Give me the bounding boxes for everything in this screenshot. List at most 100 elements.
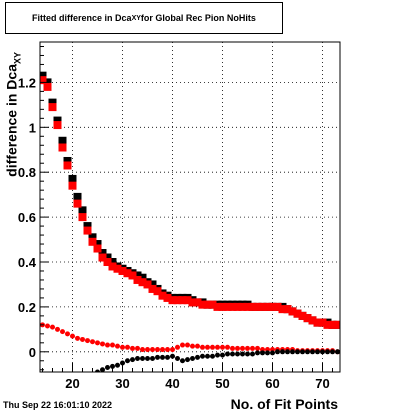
data-point-dot xyxy=(135,356,140,362)
data-point-dot xyxy=(140,347,145,353)
y-tick-label: 0 xyxy=(29,345,36,360)
data-point-square xyxy=(63,161,72,170)
data-point-square xyxy=(78,206,87,215)
data-point-dot xyxy=(325,349,330,355)
data-point-square xyxy=(213,302,222,311)
data-point-dot xyxy=(115,343,120,349)
data-point-dot xyxy=(110,342,115,348)
data-point-dot xyxy=(190,343,195,349)
data-point-dot xyxy=(240,345,245,351)
chart-title: Fitted difference in Dca XY for Global Re… xyxy=(5,2,283,34)
data-point-dot xyxy=(290,349,295,355)
data-point-dot xyxy=(255,345,260,351)
data-point-dot xyxy=(220,344,225,350)
data-point-square xyxy=(108,258,117,266)
data-point-dot xyxy=(80,336,85,342)
data-point-dot xyxy=(115,362,120,368)
data-point-square xyxy=(98,249,107,258)
data-point-square xyxy=(133,275,142,284)
data-point-square xyxy=(133,271,142,280)
title-subscript: XY xyxy=(131,14,141,22)
data-point-dot xyxy=(205,353,210,359)
data-point-square xyxy=(288,307,297,316)
data-point-square xyxy=(178,296,187,305)
x-axis-label: No. of Fit Points xyxy=(230,396,338,412)
data-point-square xyxy=(98,253,107,262)
x-tick-label: 70 xyxy=(315,376,329,391)
data-point-square xyxy=(203,300,212,309)
data-point-dot xyxy=(80,378,85,383)
y-axis-label: difference in DcaXY xyxy=(4,49,23,179)
data-point-dot xyxy=(125,358,130,364)
y-tick-label: 0.8 xyxy=(18,165,36,180)
data-point-square xyxy=(138,278,147,287)
data-point-dot xyxy=(165,354,170,360)
data-point-dot xyxy=(150,356,155,362)
data-point-dot xyxy=(215,344,220,350)
data-point-square xyxy=(68,174,77,183)
data-point-square xyxy=(228,302,237,311)
data-point-square xyxy=(153,287,162,296)
data-point-square xyxy=(238,302,247,311)
data-point-square xyxy=(78,213,87,222)
data-point-dot xyxy=(155,347,160,353)
data-point-dot xyxy=(170,347,175,353)
data-point-square xyxy=(58,136,67,145)
data-point-dot xyxy=(85,376,90,381)
data-point-square xyxy=(258,302,267,311)
data-point-dot xyxy=(225,351,230,357)
data-point-dot xyxy=(130,345,135,351)
x-tick-label: 50 xyxy=(215,376,229,391)
x-tick-label: 20 xyxy=(65,376,79,391)
data-point-dot xyxy=(225,344,230,350)
data-point-dot xyxy=(135,345,140,351)
data-point-square xyxy=(68,181,77,190)
data-point-square xyxy=(158,291,167,300)
data-point-dot xyxy=(130,357,135,363)
data-point-square xyxy=(273,302,282,311)
data-point-square xyxy=(303,314,312,323)
data-point-dot xyxy=(195,343,200,349)
data-point-dot xyxy=(70,333,75,339)
data-point-square xyxy=(168,296,177,305)
data-point-dot xyxy=(320,349,325,355)
data-point-square xyxy=(40,76,47,85)
data-point-square xyxy=(148,280,157,289)
data-point-dot xyxy=(45,323,50,329)
data-point-dot xyxy=(270,350,275,356)
data-point-dot xyxy=(335,349,340,355)
data-point-dot xyxy=(90,339,95,345)
y-tick-label: 0.2 xyxy=(18,300,36,315)
data-point-square xyxy=(308,316,317,325)
title-suffix: for Global Rec Pion NoHits xyxy=(140,13,256,23)
data-point-dot xyxy=(230,351,235,357)
x-tick-label: 30 xyxy=(115,376,129,391)
data-point-dot xyxy=(205,344,210,350)
data-point-dot xyxy=(145,347,150,353)
data-point-square xyxy=(113,264,122,273)
data-point-square xyxy=(103,258,112,266)
data-point-square xyxy=(223,302,232,311)
data-point-dot xyxy=(260,350,265,356)
data-point-square xyxy=(83,222,92,231)
data-point-dot xyxy=(105,342,110,348)
y-tick-label: 0.6 xyxy=(18,210,36,225)
data-point-dot xyxy=(145,356,150,362)
data-point-square xyxy=(58,143,67,152)
data-point-dot xyxy=(210,344,215,350)
data-point-square xyxy=(183,296,192,305)
timestamp: Thu Sep 22 16:01:10 2022 xyxy=(3,400,113,410)
data-point-square xyxy=(43,82,52,91)
data-point-dot xyxy=(280,349,285,355)
data-point-dot xyxy=(160,354,165,360)
data-point-dot xyxy=(55,326,60,332)
data-point-square xyxy=(108,262,117,271)
title-prefix: Fitted difference in Dca xyxy=(32,13,132,23)
data-point-square xyxy=(63,156,72,165)
data-point-dot xyxy=(185,357,190,363)
data-point-square xyxy=(53,121,62,130)
y-tick-label: 1.2 xyxy=(18,75,36,90)
data-point-dot xyxy=(90,374,95,379)
data-point-square xyxy=(193,298,202,307)
